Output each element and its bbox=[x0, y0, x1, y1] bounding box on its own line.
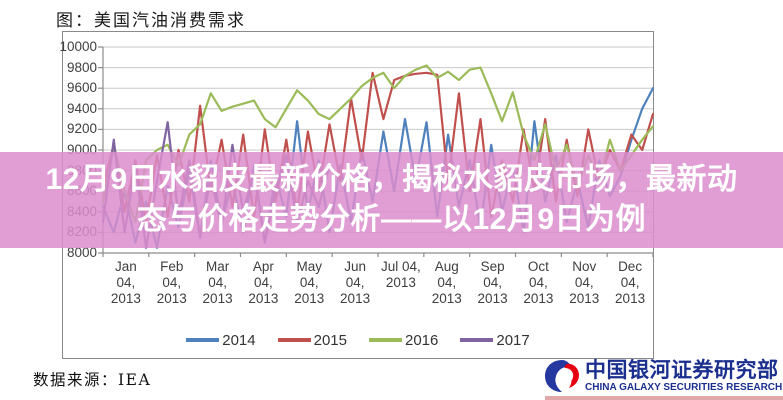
legend-line-swatch-2017 bbox=[460, 338, 494, 342]
legend-label-2016: 2016 bbox=[405, 331, 439, 349]
galaxy-securities-logo: 中国银河证券研究部 CHINA GALAXY SECURITIES RESEAR… bbox=[543, 359, 782, 393]
legend-label-2017: 2017 bbox=[496, 331, 530, 349]
x-axis-tick-label: Jan 04, 2013 bbox=[110, 259, 141, 306]
x-axis-tick-label: Nov 04, 2013 bbox=[569, 259, 600, 306]
legend-label-2014: 2014 bbox=[222, 331, 256, 349]
x-axis-tick-label: Jul 04, 2013 bbox=[381, 259, 421, 290]
y-axis-tick-label: 9200 bbox=[66, 121, 97, 137]
galaxy-swoosh-icon bbox=[545, 360, 579, 392]
x-axis-tick-label: Aug 04, 2013 bbox=[431, 259, 462, 306]
logo-chinese-text: 中国银河证券研究部 bbox=[585, 359, 779, 382]
watermark-line-1: 12月9日水貂皮最新价格，揭秘水貂皮市场，最新动 bbox=[45, 163, 738, 196]
y-axis-tick-label: 8000 bbox=[66, 245, 97, 260]
legend-line-swatch-2014 bbox=[186, 338, 220, 342]
legend-line-swatch-2015 bbox=[277, 338, 311, 342]
bottom-red-accent-strip bbox=[545, 396, 783, 400]
y-axis-tick-label: 10000 bbox=[59, 39, 97, 54]
chart-title: 图：美国汽油消费需求 bbox=[56, 11, 246, 31]
y-axis-tick-label: 9800 bbox=[66, 59, 97, 75]
x-axis-tick-label: Feb 04, 2013 bbox=[156, 259, 187, 306]
legend-item-2015: 2015 bbox=[277, 331, 347, 349]
x-axis-tick-label: May 04, 2013 bbox=[294, 259, 325, 306]
x-axis-tick-label: Apr 04, 2013 bbox=[248, 259, 279, 306]
x-axis-tick-label: Oct 04, 2013 bbox=[523, 259, 554, 306]
legend-item-2014: 2014 bbox=[186, 331, 256, 349]
chart-legend: 2014 2015 2016 2017 bbox=[62, 330, 654, 350]
legend-label-2015: 2015 bbox=[313, 331, 347, 349]
legend-line-swatch-2016 bbox=[369, 338, 402, 342]
legend-item-2017: 2017 bbox=[460, 331, 530, 349]
y-axis-tick-label: 9400 bbox=[66, 100, 97, 116]
watermark-line-2: 态与价格走势分析——以12月9日为例 bbox=[136, 203, 647, 236]
legend-item-2016: 2016 bbox=[369, 332, 438, 349]
x-axis-tick-label: Dec 04, 2013 bbox=[615, 259, 646, 306]
data-source-label: 数据来源：IEA bbox=[33, 371, 152, 389]
y-axis-tick-label: 9600 bbox=[66, 80, 97, 96]
watermark-text-banner: 12月9日水貂皮最新价格，揭秘水貂皮市场，最新动 态与价格走势分析——以12月9… bbox=[0, 152, 783, 248]
x-axis-tick-label: Mar 04, 2013 bbox=[202, 259, 233, 306]
logo-english-text: CHINA GALAXY SECURITIES RESEARCH bbox=[585, 382, 783, 393]
x-axis-tick-label: Sep 04, 2013 bbox=[477, 259, 508, 306]
x-axis-tick-label: Jun 04, 2013 bbox=[340, 259, 371, 306]
